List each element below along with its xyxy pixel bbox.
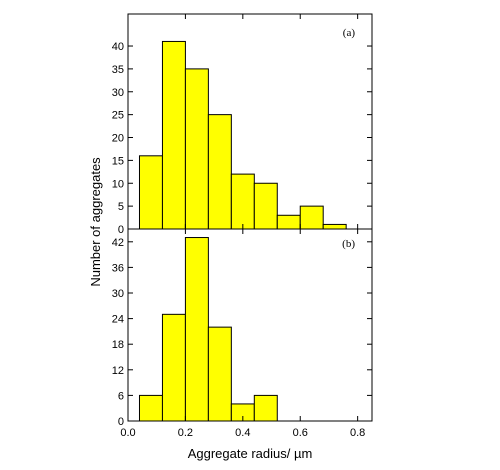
y-tick-label: 15	[112, 155, 124, 167]
histogram-bar	[230, 173, 255, 230]
x-tick-label: 0.8	[350, 427, 365, 439]
y-tick-label: 5	[118, 201, 124, 213]
histogram-bar	[276, 214, 301, 230]
y-tick-label: 30	[112, 288, 124, 300]
y-tick-label: 18	[112, 339, 124, 351]
histogram-bar	[253, 182, 278, 230]
x-tick-label: 0.6	[293, 427, 308, 439]
histogram-bar	[161, 313, 186, 422]
y-tick-label: 10	[112, 178, 124, 190]
histogram-bar	[184, 68, 209, 230]
histogram-bar	[322, 223, 347, 230]
histogram-bar	[207, 114, 232, 230]
y-tick-label: 30	[112, 87, 124, 99]
histogram-bar	[299, 205, 324, 230]
histogram-bar	[207, 326, 232, 422]
panel-label: (a)	[343, 27, 356, 39]
y-tick-label: 35	[112, 64, 124, 76]
panel-label: (b)	[342, 238, 355, 250]
x-tick-label: 0.4	[235, 427, 250, 439]
x-tick-label: 0.2	[178, 427, 193, 439]
y-axis-label: Number of aggregates	[88, 157, 103, 287]
x-axis-label: Aggregate radius/ µm	[188, 446, 313, 461]
y-tick-label: 20	[112, 133, 124, 145]
y-tick-label: 24	[112, 314, 124, 326]
histogram-bar	[138, 155, 163, 230]
y-tick-label: 40	[112, 41, 124, 53]
histogram-bar	[253, 394, 278, 422]
panel-b: 0 6 12 18 24 30 36 42 (b)	[112, 228, 373, 428]
x-axis: 0.0 0.2 0.4 0.6 0.8	[120, 427, 365, 439]
y-tick-label: 42	[112, 237, 124, 249]
histogram-bar	[138, 394, 163, 422]
y-tick-label: 0	[118, 224, 124, 236]
histogram-bar	[184, 237, 209, 422]
y-tick-label: 0	[118, 416, 124, 428]
y-tick-label: 36	[112, 262, 124, 274]
y-tick-label: 25	[112, 110, 124, 122]
y-tick-label: 6	[118, 390, 124, 402]
y-tick-label: 12	[112, 365, 124, 377]
x-tick-label: 0.0	[120, 427, 135, 439]
histogram-bar	[161, 40, 186, 230]
panel-a: 0 5 10 15 20 25 30 35 40 (a)	[112, 13, 373, 236]
